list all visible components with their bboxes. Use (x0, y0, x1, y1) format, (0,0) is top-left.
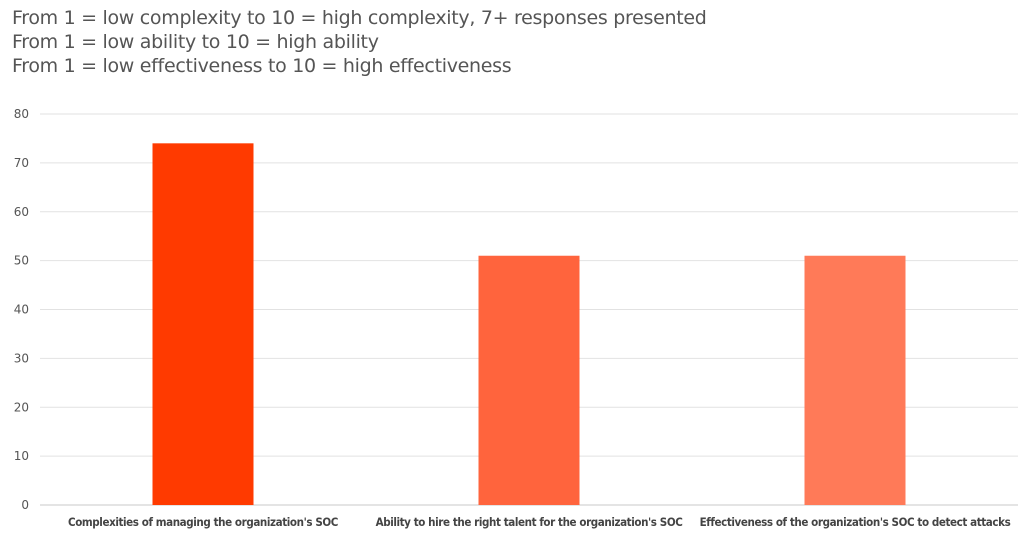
y-tick-label: 10 (14, 449, 29, 463)
subtitle-3: From 1 = low effectiveness to 10 = high … (12, 55, 512, 77)
y-tick-label: 40 (14, 303, 29, 317)
bar (152, 143, 254, 505)
chart-subtitles: From 1 = low complexity to 10 = high com… (12, 6, 707, 78)
y-tick-label: 20 (14, 400, 29, 414)
x-category-label: Complexities of managing the organizatio… (68, 515, 338, 529)
subtitle-1: From 1 = low complexity to 10 = high com… (12, 7, 707, 29)
x-category-label: Effectiveness of the organization's SOC … (699, 515, 1011, 529)
bar (478, 255, 580, 505)
y-tick-label: 30 (14, 351, 29, 365)
subtitle-2: From 1 = low ability to 10 = high abilit… (12, 31, 379, 53)
x-category-label: Ability to hire the right talent for the… (375, 515, 683, 529)
y-tick-label: 0 (21, 498, 29, 512)
y-tick-label: 60 (14, 205, 29, 219)
y-tick-label: 80 (14, 107, 29, 121)
y-tick-label: 50 (14, 254, 29, 268)
y-tick-label: 70 (14, 156, 29, 170)
bar (804, 255, 906, 505)
